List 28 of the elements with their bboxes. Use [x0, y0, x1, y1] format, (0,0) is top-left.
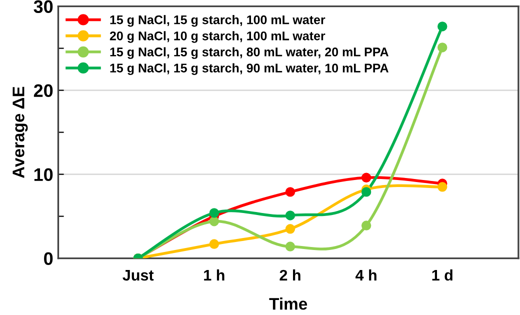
x-axis-title: Time — [269, 298, 308, 310]
point — [361, 220, 372, 230]
point — [209, 216, 220, 226]
y-tick-label: 20 — [34, 84, 53, 98]
y-tick-label: 0 — [44, 252, 53, 266]
point — [361, 187, 372, 197]
x-tick-label: 4 h — [356, 269, 376, 280]
point — [438, 182, 448, 192]
y-tick-label: 30 — [34, 0, 53, 14]
point — [285, 224, 296, 234]
point — [285, 210, 296, 220]
x-tick-label: 2 h — [280, 269, 300, 280]
x-tick-label: Just — [122, 270, 154, 281]
legend-label: 20 g NaCl, 10 g starch, 100 mL water — [110, 31, 326, 43]
legend-label: 15 g NaCl, 15 g starch, 90 mL water, 10 mL PPA — [110, 63, 388, 76]
point — [285, 187, 296, 197]
x-tick-label: 1 d — [432, 269, 452, 281]
legend-label: 15 g NaCl, 15 g starch, 80 mL water, 20 mL PPA — [110, 47, 388, 59]
point — [209, 239, 220, 249]
point — [438, 22, 448, 32]
point — [209, 208, 220, 218]
y-axis-title: Average ΔE — [12, 86, 28, 178]
y-tick-label: 10 — [34, 168, 53, 182]
point — [438, 42, 448, 52]
x-tick-label: 1 h — [204, 269, 224, 280]
point — [361, 172, 372, 183]
legend-label: 15 g NaCl, 15 g starch, 100 mL water — [110, 15, 326, 27]
point — [285, 242, 296, 252]
